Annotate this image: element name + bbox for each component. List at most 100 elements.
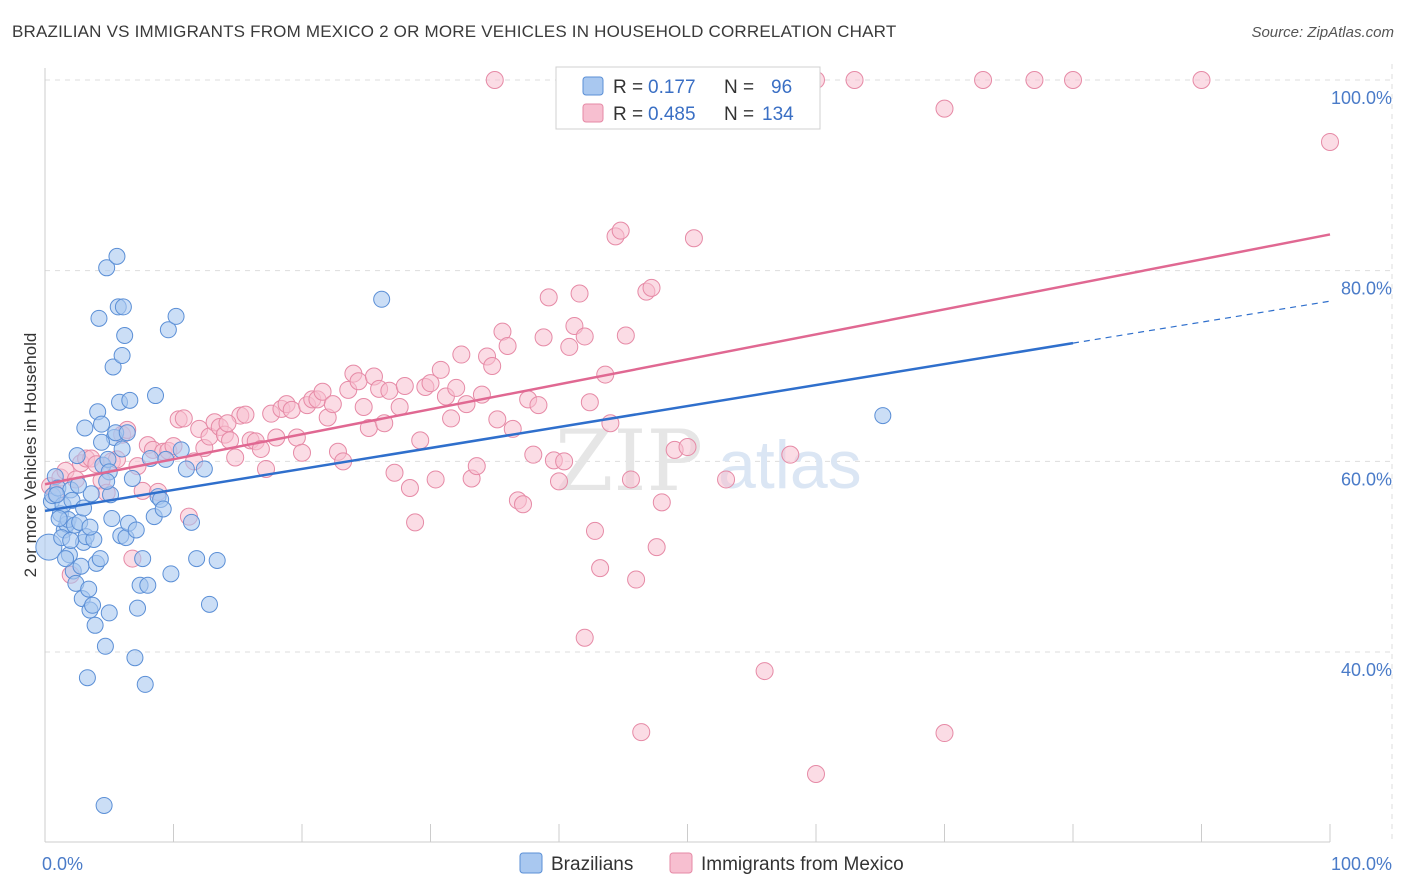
legend-swatch-brazilians — [582, 76, 604, 96]
trend-line-brazilians — [44, 341, 1074, 513]
x-tick-label-100: 100.0% — [1331, 854, 1392, 874]
point-immigrants-136 — [1025, 71, 1044, 89]
watermark: ZIP atlas — [555, 412, 862, 510]
point-brazilians-34 — [93, 415, 111, 433]
point-brazilians-24 — [80, 580, 98, 598]
point-immigrants-47 — [282, 400, 301, 419]
point-immigrants-70 — [400, 479, 419, 498]
trend-line-immigrants — [44, 233, 1331, 486]
point-brazilians-88 — [48, 486, 66, 504]
legend-n-label-2: N = — [724, 104, 754, 125]
point-immigrants-38 — [236, 405, 255, 424]
point-immigrants-106 — [585, 521, 604, 540]
point-immigrants-26 — [174, 409, 193, 428]
bottom-legend-brazilians: Brazilians — [551, 854, 633, 875]
watermark-atlas: atlas — [718, 427, 862, 503]
point-brazilians-46 — [108, 247, 126, 265]
point-immigrants-135 — [974, 71, 993, 89]
point-brazilians-62 — [136, 675, 154, 693]
point-immigrants-99 — [550, 472, 568, 491]
point-brazilians-51 — [114, 298, 132, 316]
point-brazilians-32 — [90, 309, 108, 327]
point-immigrants-89 — [498, 336, 517, 355]
trend-lines — [44, 233, 1331, 513]
point-brazilians-75 — [182, 513, 200, 531]
point-brazilians-72 — [167, 307, 185, 325]
point-immigrants-87 — [488, 410, 507, 429]
point-immigrants-55 — [323, 395, 342, 414]
point-brazilians-79 — [208, 551, 226, 569]
point-immigrants-71 — [406, 513, 425, 532]
point-immigrants-125 — [218, 414, 237, 433]
point-brazilians-56 — [121, 391, 139, 409]
y-tick-label-80: 80.0% — [1341, 279, 1392, 299]
bottom-legend-swatch-brazilians — [519, 852, 543, 874]
stats-legend: R = 0.177 N = 96 R = 0.485 N = 134 — [555, 66, 821, 130]
point-immigrants-118 — [647, 538, 666, 557]
legend-n-label-1: N = — [724, 77, 754, 98]
watermark-zip: ZIP — [555, 412, 703, 510]
point-immigrants-122 — [684, 229, 703, 248]
bottom-legend-swatch-immigrants — [669, 852, 693, 874]
point-immigrants-72 — [411, 431, 430, 450]
chart-title: BRAZILIAN VS IMMIGRANTS FROM MEXICO 2 OR… — [12, 22, 897, 41]
point-brazilians-50 — [113, 347, 131, 365]
point-immigrants-100 — [555, 452, 574, 471]
point-immigrants-133 — [845, 71, 864, 89]
point-brazilians-81 — [874, 407, 892, 425]
point-immigrants-78 — [442, 409, 461, 428]
legend-n-value-2: 134 — [762, 104, 794, 125]
point-immigrants-138 — [1192, 71, 1211, 89]
point-immigrants-41 — [251, 439, 270, 458]
point-brazilians-65 — [147, 387, 165, 405]
point-immigrants-130 — [485, 71, 504, 89]
point-brazilians-94 — [139, 576, 157, 594]
point-brazilians-95 — [57, 550, 75, 568]
point-brazilians-26 — [82, 485, 100, 503]
chart-source: Source: ZipAtlas.com — [1251, 24, 1394, 41]
point-immigrants-96 — [534, 328, 553, 347]
y-axis-label: 2 or more Vehicles in Household — [21, 333, 40, 578]
point-immigrants-66 — [380, 381, 399, 400]
point-brazilians-77 — [195, 460, 213, 478]
point-immigrants-79 — [447, 378, 466, 397]
point-immigrants-103 — [570, 284, 589, 303]
point-immigrants-121 — [678, 438, 697, 457]
point-brazilians-23 — [78, 669, 96, 687]
point-brazilians-16 — [68, 447, 86, 465]
point-immigrants-117 — [642, 278, 661, 297]
point-immigrants-36 — [226, 448, 245, 467]
point-brazilians-52 — [116, 326, 134, 344]
point-immigrants-60 — [349, 372, 368, 391]
point-brazilians-61 — [134, 550, 152, 568]
point-brazilians-36 — [95, 796, 113, 814]
point-immigrants-104 — [575, 327, 594, 346]
y-tick-label-60: 60.0% — [1341, 469, 1392, 489]
point-brazilians-71 — [162, 565, 180, 583]
point-brazilians-91 — [81, 518, 99, 536]
point-immigrants-67 — [385, 463, 404, 482]
point-immigrants-105 — [580, 393, 599, 412]
axis-layer: 40.0% 60.0% 80.0% 100.0% 0.0% 100.0% — [42, 68, 1392, 874]
point-brazilians-18 — [72, 557, 90, 575]
x-tick-label-0: 0.0% — [42, 854, 83, 874]
legend-r-label-1: R = — [613, 77, 643, 98]
point-immigrants-126 — [575, 628, 594, 647]
point-brazilians-33 — [91, 550, 109, 568]
point-brazilians-58 — [126, 649, 144, 667]
point-brazilians-93 — [127, 521, 145, 539]
legend-n-value-1: 96 — [771, 77, 792, 98]
point-brazilians-87 — [113, 440, 131, 458]
point-immigrants-92 — [514, 495, 533, 514]
point-immigrants-119 — [652, 493, 671, 512]
series-legend: Brazilians Immigrants from Mexico — [519, 852, 904, 875]
point-brazilians-54 — [118, 424, 136, 442]
point-brazilians-59 — [129, 599, 147, 617]
point-immigrants-94 — [524, 445, 543, 464]
point-immigrants-113 — [621, 470, 640, 489]
point-immigrants-123 — [717, 470, 736, 489]
point-brazilians-42 — [103, 510, 121, 528]
point-immigrants-101 — [560, 337, 579, 356]
point-immigrants-111 — [611, 221, 630, 240]
